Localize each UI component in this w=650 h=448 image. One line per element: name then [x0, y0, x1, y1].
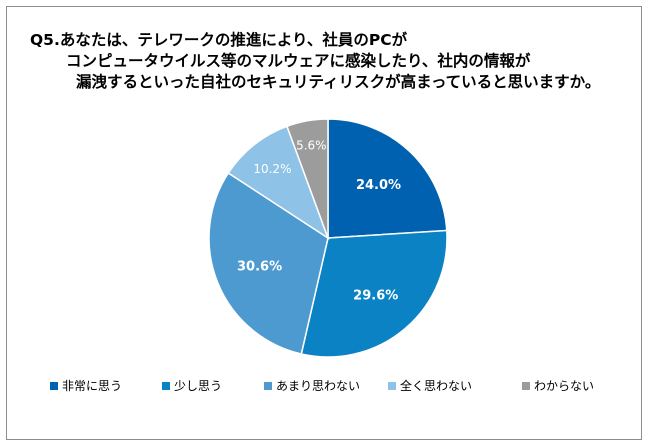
- legend-label-3: 全く思わない: [400, 379, 473, 393]
- pie-slice-1: [300, 229, 448, 358]
- legend-item-3: 全く思わない: [388, 377, 472, 394]
- slice-label-0: 24.0%: [356, 178, 401, 193]
- slice-label-3: 10.2%: [253, 162, 291, 176]
- slice-label-4: 5.6%: [296, 138, 327, 152]
- title-line-3: 漏洩するといった自社のセキュリティリスクが高まっていると思いますか。: [76, 73, 601, 91]
- pie-slice-4: [286, 118, 329, 239]
- pie-slice-2: [208, 171, 329, 355]
- slice-label-1: 29.6%: [353, 288, 398, 303]
- legend-item-4: わからない: [522, 377, 594, 394]
- legend-swatch-4: [522, 381, 530, 390]
- legend-swatch-2: [264, 381, 272, 390]
- legend-item-1: 少し思う: [162, 377, 222, 394]
- legend-item-0: 非常に思う: [50, 377, 122, 394]
- legend-label-2: あまり思わない: [276, 379, 361, 393]
- legend-swatch-0: [50, 381, 58, 390]
- legend-label-1: 少し思う: [174, 379, 223, 393]
- chart-title: Q5.あなたは、テレワークの推進により、社員のPCが コンピュータウイルス等のマ…: [30, 30, 630, 93]
- slice-label-2: 30.6%: [237, 260, 282, 275]
- legend-item-2: あまり思わない: [264, 377, 360, 394]
- title-line-1: Q5.あなたは、テレワークの推進により、社員のPCが: [30, 31, 408, 49]
- title-line-2: コンピュータウイルス等のマルウェアに感染したり、社内の情報が: [66, 52, 531, 70]
- pie-slice-3: [227, 125, 330, 240]
- legend-label-4: わからない: [534, 379, 595, 393]
- pie-slice-0: [327, 118, 448, 239]
- legend-swatch-1: [162, 381, 170, 390]
- legend-swatch-3: [388, 381, 396, 390]
- legend-label-0: 非常に思う: [62, 379, 123, 393]
